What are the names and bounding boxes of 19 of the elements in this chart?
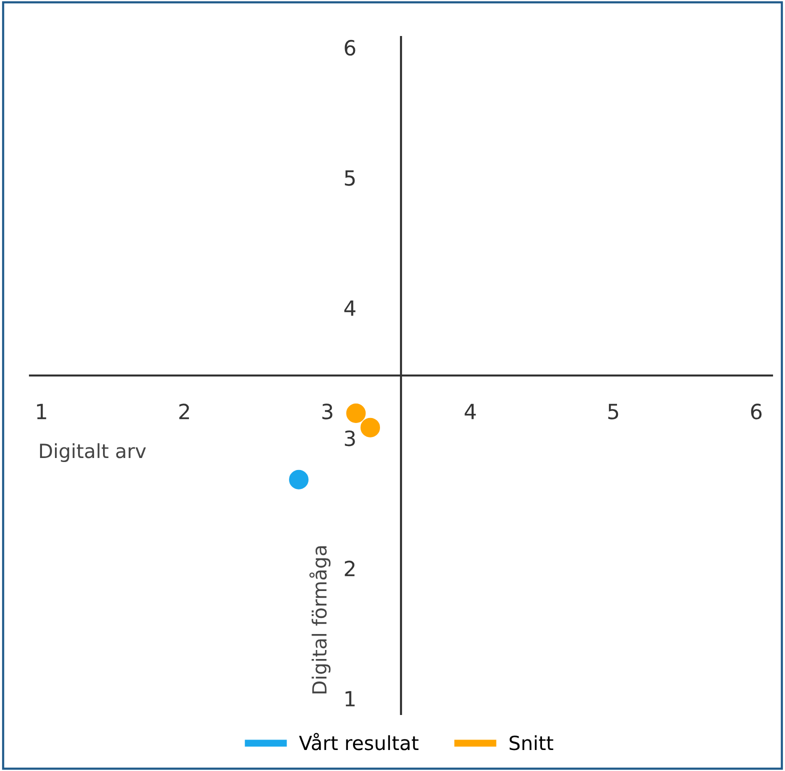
x-tick-label: 2	[179, 404, 189, 420]
y-tick-label: 6	[344, 40, 356, 56]
point	[360, 418, 380, 438]
x-tick-label: 6	[751, 404, 762, 420]
y-tick-label: 3	[344, 430, 355, 446]
x-tick-label: 4	[464, 404, 476, 420]
point	[289, 470, 309, 490]
legend-label: Vårt resultat	[299, 732, 418, 750]
y-tick-label: 5	[344, 170, 355, 186]
y-tick-label: 4	[344, 300, 356, 316]
y-tick-label: 2	[344, 560, 354, 576]
x-tick-label: 5	[608, 404, 618, 420]
x-tick-label: 3	[322, 404, 332, 420]
x-tick-label: 1	[37, 404, 46, 420]
y-axis-title: Digital förmåga	[309, 546, 331, 694]
legend-label: Snitt	[510, 735, 554, 750]
y-tick-label: 1	[346, 691, 355, 706]
point	[346, 404, 366, 424]
x-axis-title: Digitalt arv	[40, 443, 146, 462]
